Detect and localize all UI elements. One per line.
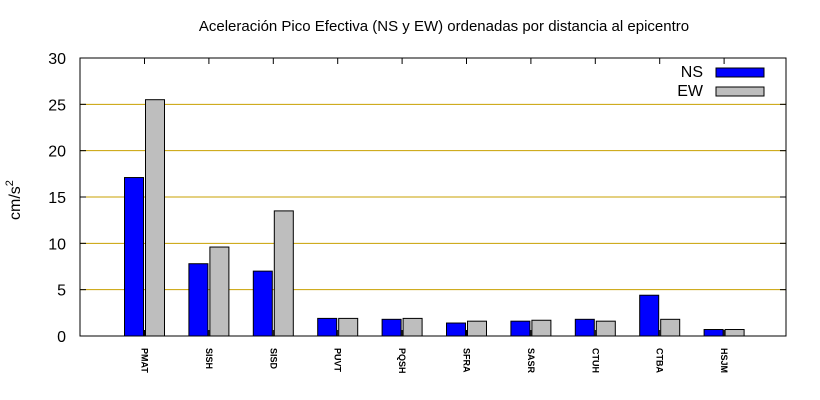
bar-ns-sfra bbox=[446, 322, 466, 337]
y-tick-label-30: 30 bbox=[48, 51, 66, 68]
bar-ns-sish bbox=[188, 263, 209, 337]
y-axis-label-unit: cm/s bbox=[7, 186, 24, 220]
y-tick-label-20: 20 bbox=[48, 144, 66, 161]
bar-ns-sisd bbox=[252, 270, 273, 337]
grid-lines bbox=[80, 103, 786, 291]
bar-ns-puvt bbox=[317, 317, 338, 337]
y-tick-label-15: 15 bbox=[48, 190, 66, 207]
x-tick-label-pmat: PMAT bbox=[140, 348, 150, 373]
bar-ew-pmat bbox=[145, 99, 165, 337]
legend-swatch-ns bbox=[715, 67, 765, 78]
bar-ew-sasr bbox=[531, 319, 552, 337]
y-tick-label-5: 5 bbox=[57, 283, 66, 300]
x-tick-label-puvt: PUVT bbox=[333, 348, 343, 373]
bar-ew-sisd bbox=[273, 210, 294, 337]
x-tick-label-ctuh: CTUH bbox=[590, 348, 600, 373]
legend-label-ns: NS bbox=[681, 64, 703, 81]
x-tick-label-hsjm: HSJM bbox=[719, 348, 729, 373]
bar-ew-puvt bbox=[338, 317, 359, 337]
bar-ns-ctba bbox=[639, 294, 660, 337]
bar-ns-sasr bbox=[510, 320, 531, 337]
bar-ew-sish bbox=[209, 246, 230, 337]
bar-ew-hsjm bbox=[724, 329, 745, 337]
bar-ns-pmat bbox=[124, 177, 144, 337]
x-tick-label-sfra: SFRA bbox=[462, 348, 472, 373]
x-tick-label-ctba: CTBA bbox=[655, 348, 665, 373]
chart-title: Aceleración Pico Efectiva (NS y EW) orde… bbox=[199, 18, 689, 35]
bar-ew-ctuh bbox=[595, 320, 616, 337]
y-tick-label-10: 10 bbox=[48, 236, 66, 253]
legend: NS EW bbox=[677, 64, 765, 100]
y-ticks: 0 5 10 15 20 25 30 bbox=[48, 51, 786, 346]
y-tick-label-0: 0 bbox=[57, 329, 66, 346]
legend-label-ew: EW bbox=[677, 83, 704, 100]
x-tick-label-pqsh: PQSH bbox=[397, 348, 407, 374]
x-tick-label-sasr: SASR bbox=[526, 348, 536, 374]
bar-ns-pqsh bbox=[381, 318, 402, 337]
bar-ew-ctba bbox=[660, 318, 681, 337]
x-tick-label-sisd: SISD bbox=[268, 348, 278, 370]
y-tick-label-25: 25 bbox=[48, 97, 66, 114]
y-axis-label: cm/s2 bbox=[4, 180, 24, 220]
x-ticks: PMAT SISH SISD PUVT PQSH SFRA SASR CTUH CTBA HSJM bbox=[140, 58, 729, 374]
bars bbox=[124, 99, 745, 337]
y-axis-label-exponent: 2 bbox=[4, 180, 16, 186]
x-tick-label-sish: SISH bbox=[204, 348, 214, 369]
bar-ns-ctuh bbox=[574, 318, 595, 337]
legend-swatch-ew bbox=[715, 86, 765, 97]
bar-ns-hsjm bbox=[703, 329, 724, 337]
bar-ew-sfra bbox=[467, 320, 487, 337]
bar-ew-pqsh bbox=[402, 317, 423, 337]
